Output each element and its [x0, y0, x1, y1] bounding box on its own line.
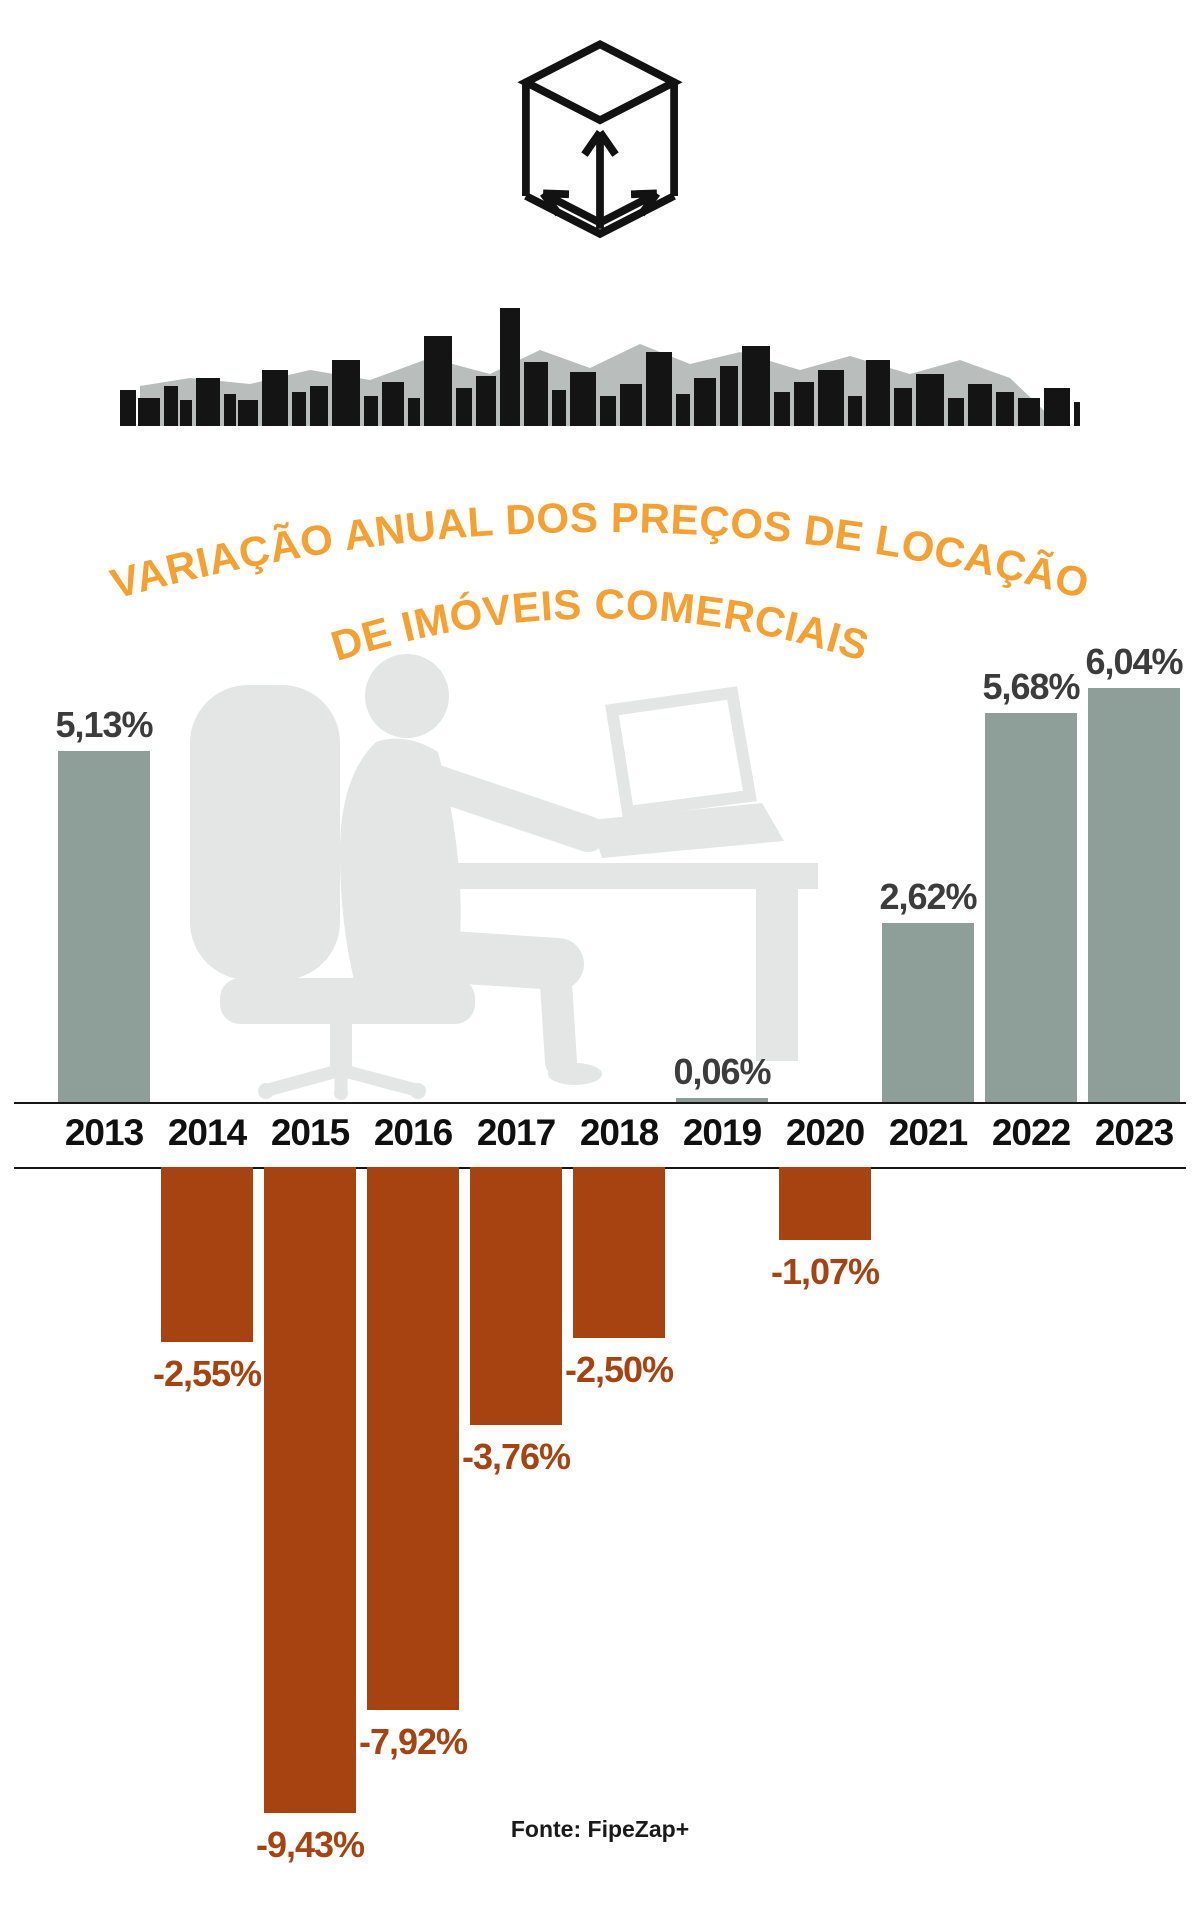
up-arrow-icon	[581, 130, 619, 229]
bar-value-2013: 5,13%	[55, 703, 153, 745]
x-axis-label-2023: 2023	[1094, 1112, 1174, 1153]
x-axis-label-2016: 2016	[373, 1112, 453, 1153]
x-axis-label-2020: 2020	[785, 1112, 865, 1153]
person-thigh	[409, 930, 584, 990]
bar-2015	[264, 1167, 356, 1813]
laptop-screen	[605, 686, 757, 819]
person-head	[365, 654, 449, 738]
axis-underline	[14, 1167, 1186, 1169]
volume-cube-icon	[517, 39, 683, 239]
bar-value-2014: -2,55%	[152, 1352, 262, 1394]
bar-value-2018: -2,50%	[564, 1349, 674, 1391]
bar-2021	[882, 922, 974, 1102]
x-axis-label-2013: 2013	[64, 1112, 144, 1153]
zero-baseline	[14, 1102, 1186, 1104]
bar-2014	[161, 1167, 253, 1342]
x-axis-label-2017: 2017	[476, 1112, 556, 1153]
x-axis-label-2022: 2022	[991, 1112, 1071, 1153]
person-foot	[548, 1063, 602, 1085]
x-axis-label-2018: 2018	[579, 1112, 659, 1153]
bar-2018	[573, 1167, 665, 1339]
source-credit: Fonte: FipeZap+	[510, 1816, 690, 1842]
chair-back	[190, 685, 340, 980]
bar-2017	[470, 1167, 562, 1425]
x-axis-label-2015: 2015	[270, 1112, 350, 1153]
desk-top	[428, 863, 818, 889]
cube-outline	[517, 39, 683, 239]
chair-column	[330, 1022, 352, 1074]
chair-seat	[220, 978, 475, 1024]
person-arm	[404, 760, 606, 852]
bar-2013	[58, 750, 150, 1102]
city-skyline-silhouette	[120, 308, 1080, 426]
bar-2022	[985, 712, 1077, 1102]
chart-title: VARIAÇÃO ANUAL DOS PREÇOS DE LOCAÇÃO DE …	[106, 494, 1094, 670]
x-axis-label-2014: 2014	[167, 1112, 247, 1153]
bar-value-2016: -7,92%	[358, 1720, 468, 1762]
width-arrows-icon	[540, 189, 660, 228]
bar-2016	[367, 1167, 459, 1710]
x-axis-label-2021: 2021	[888, 1112, 968, 1153]
laptop-base	[590, 803, 784, 858]
office-worker-silhouette	[190, 654, 818, 1100]
person-shin	[539, 952, 577, 1078]
skyline-buildings	[120, 308, 1080, 426]
desk-panel	[756, 889, 798, 1061]
bar-value-2021: 2,62%	[879, 875, 977, 917]
bar-value-2020: -1,07%	[770, 1251, 880, 1293]
x-axis-label-2019: 2019	[682, 1112, 762, 1153]
bar-2020	[779, 1167, 871, 1241]
bar-2023	[1088, 688, 1180, 1102]
bar-value-2017: -3,76%	[461, 1435, 571, 1477]
